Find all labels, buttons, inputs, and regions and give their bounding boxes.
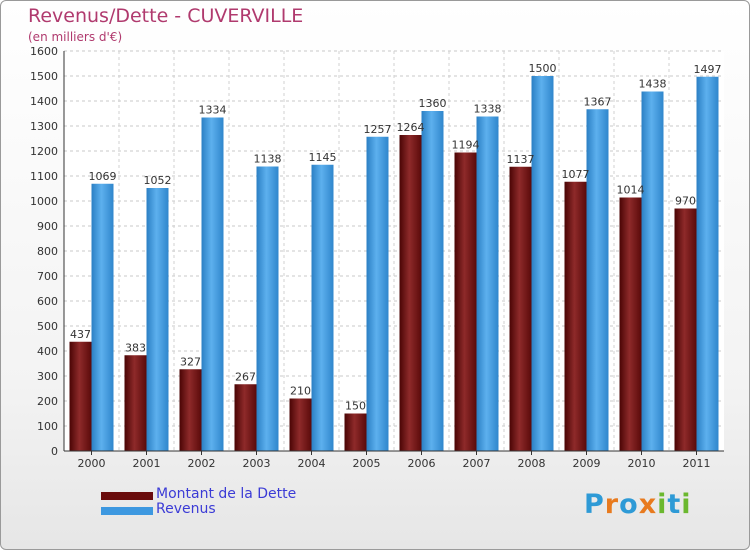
y-tick-label: 1000 [30,195,58,208]
x-tick-label: 2011 [683,457,711,470]
data-label-revenus: 1497 [694,63,722,76]
data-label-dette: 1137 [507,153,535,166]
y-tick-label: 0 [51,445,58,458]
data-label-dette: 1194 [452,139,480,152]
chart-subtitle: (en milliers d'€) [28,30,123,44]
y-tick-label: 1500 [30,70,58,83]
logo-letter: x [638,489,658,520]
y-tick-label: 100 [37,420,58,433]
bar-revenus [366,136,389,451]
bar-revenus [641,91,664,451]
grid-layer [64,50,724,451]
data-label-revenus: 1334 [199,104,227,117]
data-label-dette: 1077 [562,168,590,181]
bar-dette [124,355,147,451]
data-label-dette: 970 [675,195,696,208]
data-label-revenus: 1138 [254,153,282,166]
bar-dette [619,197,642,451]
chart-title: Revenus/Dette - CUVERVILLE [28,5,304,27]
x-tick-label: 2006 [408,457,436,470]
bar-dette [454,152,477,451]
y-tick-label: 800 [37,245,58,258]
y-tick-label: 700 [37,270,58,283]
axis-layer: 0 100 200 300 400 500 600 700 800 900 1000 1100 1200… [30,45,724,470]
data-label-dette: 267 [235,370,256,383]
bar-revenus [201,117,224,451]
y-tick-label: 600 [37,295,58,308]
y-tick-label: 400 [37,345,58,358]
x-tick-label: 2010 [628,457,656,470]
legend-swatch-dette [101,492,153,500]
x-tick-label: 2002 [188,457,216,470]
bar-dette [179,369,202,451]
y-tick-label: 300 [37,370,58,383]
bar-dette [674,208,697,451]
y-tick-label: 1200 [30,145,58,158]
logo-letter: i [681,489,692,520]
data-label-dette: 437 [70,328,91,341]
y-tick-label: 1600 [30,45,58,58]
bar-revenus [696,76,719,451]
x-tick-label: 2001 [133,457,161,470]
x-tick-label: 2009 [573,457,601,470]
data-label-revenus: 1367 [584,95,612,108]
bar-revenus [586,109,609,451]
data-label-revenus: 1069 [89,170,117,183]
proxiti-logo: Proxiti [584,489,692,520]
data-label-dette: 327 [180,355,201,368]
data-label-revenus: 1257 [364,123,392,136]
data-label-revenus: 1438 [639,78,667,91]
legend-swatch-revenus [101,507,153,515]
logo-letter: i [657,489,668,520]
y-tick-label: 1300 [30,120,58,133]
bar-dette [509,166,532,451]
data-label-revenus: 1145 [309,151,337,164]
y-tick-label: 900 [37,220,58,233]
data-label-dette: 1264 [397,121,425,134]
data-label-revenus: 1500 [529,62,557,75]
data-label-revenus: 1338 [474,103,502,116]
bar-revenus [311,164,334,451]
bar-dette [289,398,312,451]
bar-revenus [91,183,114,451]
data-label-dette: 383 [125,341,146,354]
y-tick-label: 500 [37,320,58,333]
bar-revenus [146,188,169,451]
data-label-revenus: 1360 [419,97,447,110]
bars-layer [69,76,719,451]
data-labels-layer: 437 1069 383 1052 327 1334 267 1138 210 1145 150 12… [70,62,722,413]
legend-label-dette: Montant de la Dette [156,486,297,502]
data-label-revenus: 1052 [144,174,172,187]
x-tick-label: 2003 [243,457,271,470]
y-tick-label: 1100 [30,170,58,183]
bar-revenus [421,111,444,451]
data-label-dette: 1014 [617,184,645,197]
bar-revenus [256,166,279,451]
bar-revenus [476,116,499,451]
x-tick-label: 2005 [353,457,381,470]
bar-dette [69,341,92,451]
y-tick-label: 1400 [30,95,58,108]
x-tick-label: 2008 [518,457,546,470]
logo-letter: t [667,489,682,520]
logo-letter: r [604,489,620,520]
bar-revenus [531,76,554,451]
legend-label-revenus: Revenus [156,501,216,517]
data-label-dette: 210 [290,385,311,398]
y-tick-label: 200 [37,395,58,408]
logo-letter: P [584,489,605,520]
logo-letter: o [619,489,639,520]
x-tick-label: 2000 [78,457,106,470]
bar-dette [564,181,587,451]
bar-dette [399,135,422,451]
data-label-dette: 150 [345,400,366,413]
bar-dette [344,413,367,451]
x-tick-label: 2004 [298,457,326,470]
bar-dette [234,384,257,451]
x-tick-label: 2007 [463,457,491,470]
